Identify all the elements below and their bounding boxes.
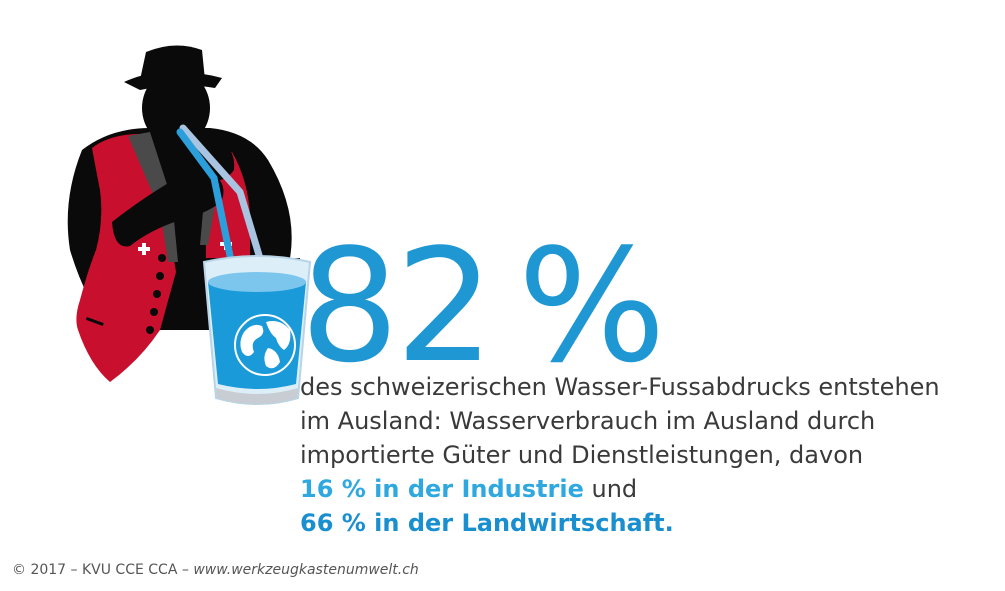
description-text: des schweizerischen Wasser-Fussabdrucks … [300, 370, 990, 540]
water-glass-icon [202, 255, 312, 405]
swiss-cross-icon [138, 243, 150, 255]
headline-unit: % [517, 215, 666, 397]
industry-highlight: 16 % in der Industrie [300, 475, 584, 503]
description-line-4: 16 % in der Industrie und [300, 472, 990, 506]
straw-icon [176, 124, 272, 289]
description-line-2: im Ausland: Wasserverbrauch im Ausland d… [300, 407, 876, 435]
footer-credit: © 2017 – KVU CCE CCA – www.werkzeugkaste… [12, 562, 419, 578]
agriculture-highlight: 66 % in der Landwirtschaft. [300, 509, 674, 537]
headline-value: 82 [300, 215, 495, 397]
description-line-1: des schweizerischen Wasser-Fussabdrucks … [300, 373, 940, 401]
footer-copyright: © 2017 – KVU CCE CCA – [12, 562, 194, 578]
footer-url[interactable]: www.werkzeugkastenumwelt.ch [193, 562, 419, 578]
headline-percentage: 82 % [300, 228, 666, 384]
industry-suffix: und [583, 475, 638, 503]
description-line-5: 66 % in der Landwirtschaft. [300, 506, 990, 540]
description-line-3: importierte Güter und Dienstleistungen, … [300, 441, 864, 469]
globe-icon [234, 314, 296, 376]
